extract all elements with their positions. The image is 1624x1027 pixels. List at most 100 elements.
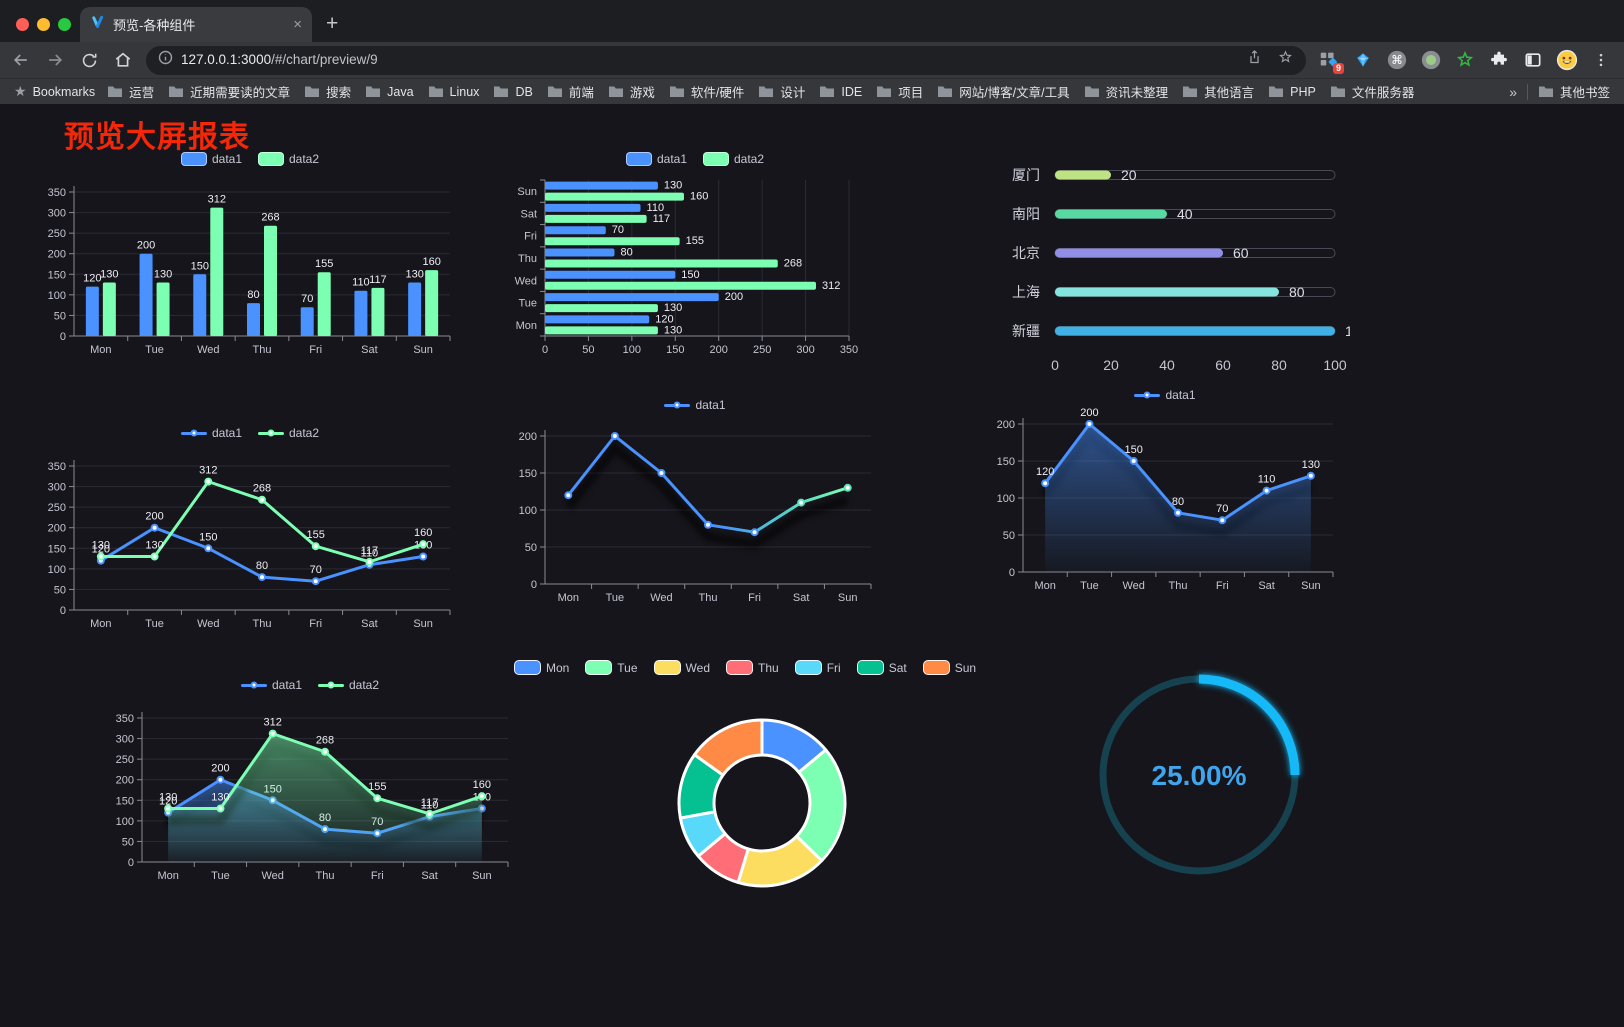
legend-item-data1[interactable]: data1 <box>664 398 726 412</box>
bookmark-item[interactable]: 运营 <box>107 82 154 101</box>
bookmark-item[interactable]: 设计 <box>758 82 805 101</box>
svg-text:Sat: Sat <box>361 618 378 630</box>
legend-item-data1[interactable]: data1 <box>240 678 302 692</box>
legend-label: Fri <box>826 660 841 675</box>
svg-text:Wed: Wed <box>262 870 284 882</box>
reload-icon[interactable] <box>78 49 100 71</box>
svg-text:200: 200 <box>116 775 134 787</box>
bookmark-item[interactable]: 其他语言 <box>1182 82 1254 101</box>
legend-item-data2[interactable]: data2 <box>258 426 319 440</box>
legend-item-data1[interactable]: data1 <box>1134 388 1196 402</box>
traffic-light-minimize-button[interactable] <box>37 18 50 31</box>
bookmarks-separator <box>1526 83 1528 100</box>
svg-text:130: 130 <box>664 324 682 336</box>
profile-avatar-icon[interactable] <box>1556 49 1578 71</box>
svg-text:40: 40 <box>1177 206 1193 222</box>
extension-blocker-icon[interactable]: 9 <box>1318 49 1344 74</box>
svg-text:150: 150 <box>1125 444 1143 456</box>
extension-green-star-icon[interactable] <box>1454 49 1476 71</box>
legend-item-Thu[interactable]: Thu <box>726 660 779 675</box>
legend-item-Sat[interactable]: Sat <box>856 660 907 675</box>
bookmarks-manager-item[interactable]: ★ Bookmarks <box>14 83 95 100</box>
share-icon[interactable] <box>1246 49 1263 71</box>
bookmark-item[interactable]: 项目 <box>876 82 923 101</box>
bookmark-item[interactable]: DB <box>493 85 533 99</box>
tab-favicon <box>90 15 105 35</box>
side-panel-icon[interactable] <box>1522 49 1544 71</box>
browser-toolbar: 127.0.0.1:3000/#/chart/preview/9 9 <box>0 42 1624 78</box>
legend-item-data1[interactable]: data1 <box>180 426 242 440</box>
bookmark-item[interactable]: 资讯未整理 <box>1084 82 1168 101</box>
tab-close-icon[interactable]: × <box>293 16 302 33</box>
legend-item-data1[interactable]: data1 <box>625 152 687 166</box>
extension-gem-icon[interactable] <box>1352 49 1374 71</box>
browser-tab[interactable]: 预览-各种组件 × <box>80 7 312 42</box>
legend-item-data2[interactable]: data2 <box>703 152 764 166</box>
legend-item-Sun[interactable]: Sun <box>922 660 977 675</box>
tab-title: 预览-各种组件 <box>113 18 196 33</box>
bookmark-item[interactable]: 文件服务器 <box>1330 82 1414 101</box>
legend-label: Wed <box>685 660 710 675</box>
url-text: 127.0.0.1:3000/#/chart/preview/9 <box>181 51 378 69</box>
bookmark-item[interactable]: 网站/博客/文章/工具 <box>937 82 1070 101</box>
legend-item-Tue[interactable]: Tue <box>585 660 638 675</box>
bookmarks-overflow-chevron[interactable]: » <box>1509 83 1517 100</box>
svg-text:150: 150 <box>48 269 66 281</box>
svg-text:Fri: Fri <box>748 592 761 604</box>
legend-item-Fri[interactable]: Fri <box>794 660 841 675</box>
legend-item-Wed[interactable]: Wed <box>653 660 710 675</box>
bookmark-item[interactable]: Linux <box>428 85 479 99</box>
legend-label: Thu <box>758 660 779 675</box>
legend-label: data1 <box>1165 388 1196 402</box>
legend-item-data2[interactable]: data2 <box>258 152 319 166</box>
home-icon[interactable] <box>112 49 134 71</box>
traffic-light-close-button[interactable] <box>16 18 29 31</box>
legend-label: Sun <box>954 660 977 675</box>
svg-text:268: 268 <box>784 258 802 270</box>
url-bar[interactable]: 127.0.0.1:3000/#/chart/preview/9 <box>146 45 1306 75</box>
svg-text:110: 110 <box>1258 474 1276 486</box>
bookmark-item[interactable]: 搜索 <box>304 82 351 101</box>
bookmark-item[interactable]: 近期需要读的文章 <box>168 82 290 101</box>
chart-legend: Mon Tue Wed Thu Fri Sat Sun <box>513 660 976 675</box>
legend-swatch <box>180 152 207 166</box>
bookmark-star-icon[interactable] <box>1277 49 1294 71</box>
site-info-icon[interactable] <box>158 50 173 70</box>
other-bookmarks-folder[interactable]: 其他书签 <box>1538 82 1610 101</box>
bookmark-item[interactable]: 软件/硬件 <box>669 82 744 101</box>
svg-text:0: 0 <box>60 331 66 343</box>
bookmark-item[interactable]: IDE <box>819 85 862 99</box>
traffic-light-maximize-button[interactable] <box>58 18 71 31</box>
chart-legend: data1 data2 <box>40 152 460 166</box>
svg-text:155: 155 <box>368 781 386 793</box>
svg-text:200: 200 <box>1080 407 1098 419</box>
svg-text:70: 70 <box>1216 503 1228 515</box>
extension-command-icon[interactable]: ⌘ <box>1386 49 1408 71</box>
legend-line-marker <box>258 429 284 437</box>
bookmark-item[interactable]: 游戏 <box>608 82 655 101</box>
svg-text:Sun: Sun <box>413 618 433 630</box>
svg-text:80: 80 <box>247 289 259 301</box>
extensions-puzzle-icon[interactable] <box>1488 49 1510 71</box>
svg-text:50: 50 <box>525 542 537 554</box>
new-tab-button[interactable]: + <box>326 12 339 35</box>
legend-item-data2[interactable]: data2 <box>318 678 379 692</box>
svg-text:100: 100 <box>48 564 66 576</box>
legend-item-Mon[interactable]: Mon <box>513 660 569 675</box>
forward-icon[interactable] <box>44 49 66 71</box>
svg-text:Fri: Fri <box>309 618 322 630</box>
legend-line-marker <box>240 681 267 689</box>
svg-text:Sun: Sun <box>472 870 492 882</box>
back-icon[interactable] <box>10 49 32 71</box>
folder-icon <box>1538 86 1553 97</box>
svg-text:Tue: Tue <box>1080 580 1099 592</box>
bookmark-item[interactable]: 前端 <box>547 82 594 101</box>
legend-swatch <box>794 660 822 675</box>
bookmark-item[interactable]: PHP <box>1268 85 1316 99</box>
browser-menu-kebab-icon[interactable] <box>1590 49 1612 71</box>
svg-text:130: 130 <box>664 302 682 314</box>
extension-green-dot-icon[interactable] <box>1420 49 1442 71</box>
svg-text:Wed: Wed <box>197 344 219 356</box>
bookmark-item[interactable]: Java <box>365 85 414 99</box>
legend-item-data1[interactable]: data1 <box>180 152 242 166</box>
